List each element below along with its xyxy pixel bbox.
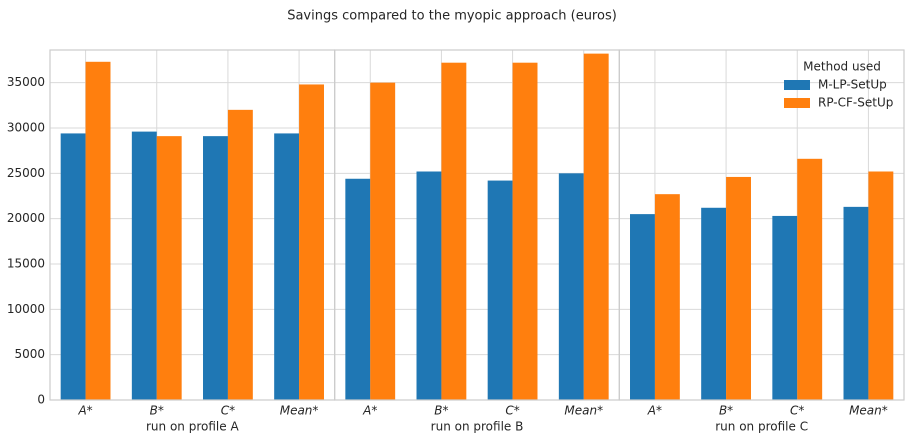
y-tick-label: 0 xyxy=(37,393,45,407)
bar xyxy=(227,109,253,401)
x-axis-label: run on profile B xyxy=(431,420,524,434)
x-tick-label: C* xyxy=(505,404,519,418)
bar xyxy=(726,176,751,400)
bar xyxy=(843,206,869,400)
bar xyxy=(345,178,371,400)
y-tick-label: 5000 xyxy=(14,347,45,361)
x-tick-label: B* xyxy=(719,404,733,418)
bar xyxy=(131,131,157,401)
x-tick-label: Mean* xyxy=(564,404,603,418)
x-axis-label: run on profile C xyxy=(715,420,808,434)
bar xyxy=(701,207,727,400)
x-tick-label: A* xyxy=(77,404,92,418)
legend-swatch xyxy=(784,80,810,90)
x-tick-label: Mean* xyxy=(849,404,888,418)
bar xyxy=(416,171,442,400)
bar xyxy=(558,173,584,400)
y-tick-label: 35000 xyxy=(7,75,45,89)
x-axis-label: run on profile A xyxy=(146,420,239,434)
legend-label: RP-CF-SetUp xyxy=(818,96,893,110)
bar xyxy=(868,171,894,400)
bar xyxy=(60,133,86,401)
bar xyxy=(370,82,396,400)
x-tick-label: B* xyxy=(150,404,164,418)
y-tick-label: 25000 xyxy=(7,166,45,180)
bar xyxy=(654,194,680,400)
x-tick-label: A* xyxy=(362,404,377,418)
bar xyxy=(274,133,300,401)
x-tick-label: C* xyxy=(790,404,804,418)
bar xyxy=(487,180,513,400)
legend-title: Method used xyxy=(803,60,881,74)
y-tick-label: 30000 xyxy=(7,120,45,134)
bar xyxy=(772,215,798,400)
bar xyxy=(203,136,228,400)
y-tick-label: 15000 xyxy=(7,256,45,270)
panel-frame xyxy=(618,49,905,401)
legend-swatch xyxy=(784,98,810,108)
bar xyxy=(299,84,324,400)
x-tick-label: A* xyxy=(647,404,662,418)
bar xyxy=(441,62,467,400)
bar xyxy=(797,158,823,400)
bar xyxy=(583,53,609,400)
x-tick-label: C* xyxy=(221,404,235,418)
bar xyxy=(156,136,182,400)
bar xyxy=(512,62,538,400)
y-tick-label: 10000 xyxy=(7,302,45,316)
x-tick-label: Mean* xyxy=(280,404,319,418)
bar xyxy=(85,61,111,400)
x-tick-label: B* xyxy=(434,404,448,418)
y-tick-label: 20000 xyxy=(7,211,45,225)
bar xyxy=(630,214,655,400)
legend-label: M-LP-SetUp xyxy=(818,78,887,92)
chart-title: Savings compared to the myopic approach … xyxy=(287,9,617,24)
